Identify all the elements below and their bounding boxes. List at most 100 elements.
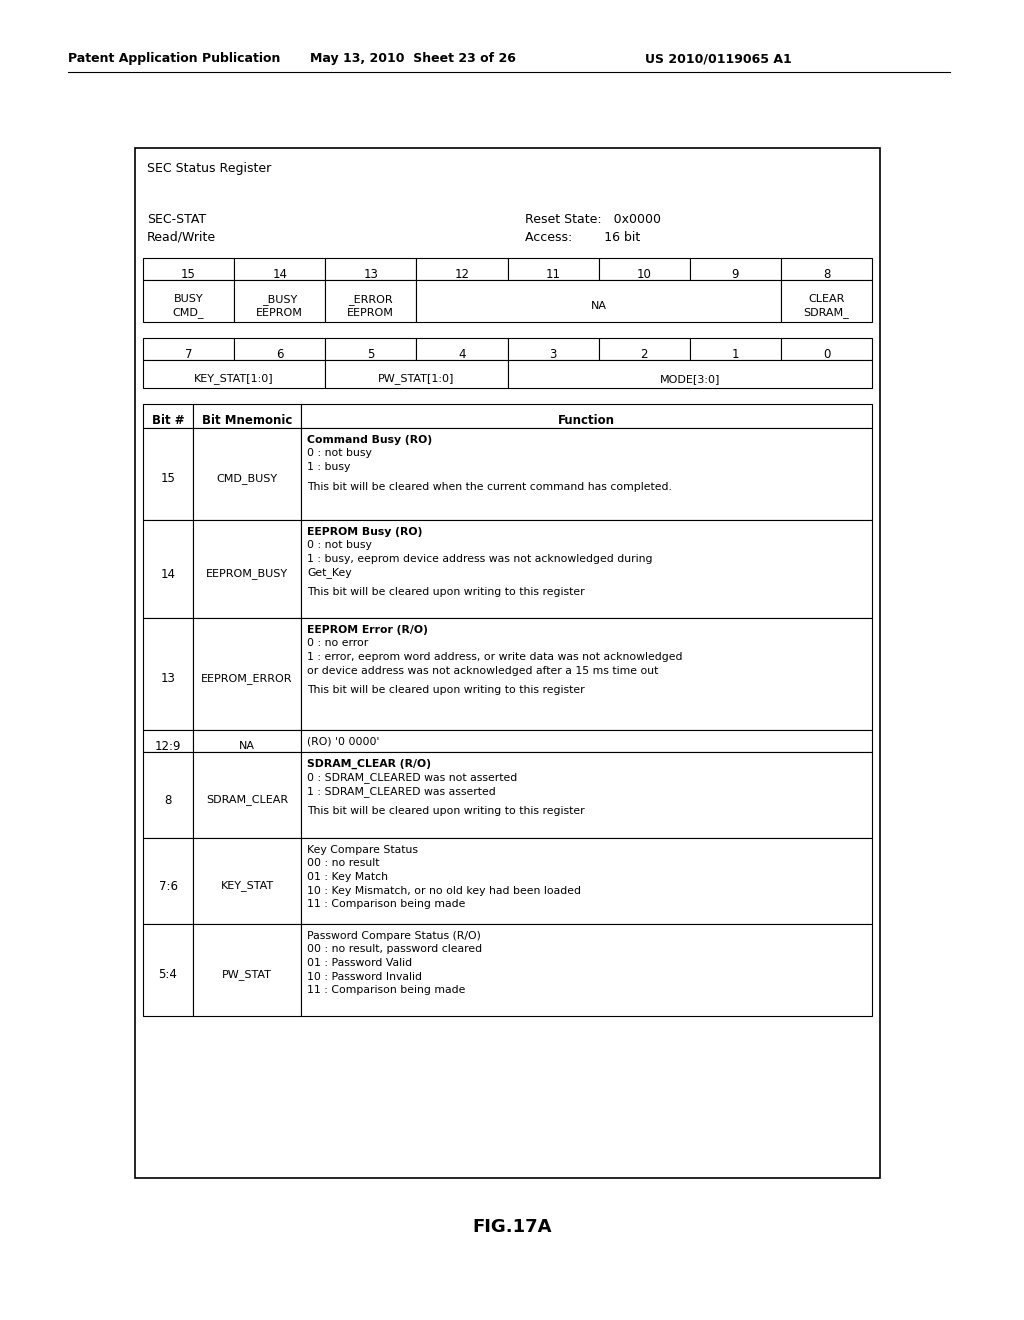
Bar bbox=[234, 338, 326, 360]
Bar bbox=[326, 280, 417, 322]
Bar bbox=[193, 924, 301, 1016]
Text: 11: 11 bbox=[546, 268, 560, 281]
Text: US 2010/0119065 A1: US 2010/0119065 A1 bbox=[645, 51, 792, 65]
Bar bbox=[781, 280, 872, 322]
Text: 1: 1 bbox=[731, 347, 739, 360]
Text: May 13, 2010  Sheet 23 of 26: May 13, 2010 Sheet 23 of 26 bbox=[310, 51, 516, 65]
Bar bbox=[326, 257, 417, 280]
Bar bbox=[508, 360, 872, 388]
Bar bbox=[193, 838, 301, 924]
Bar bbox=[508, 257, 599, 280]
Bar bbox=[193, 404, 301, 428]
Bar bbox=[143, 520, 193, 618]
Text: 13: 13 bbox=[364, 268, 378, 281]
Text: 14: 14 bbox=[161, 568, 175, 581]
Bar bbox=[417, 280, 781, 322]
Bar bbox=[143, 360, 326, 388]
Text: SDRAM_CLEAR (R/O): SDRAM_CLEAR (R/O) bbox=[307, 759, 431, 770]
Text: 4: 4 bbox=[458, 347, 466, 360]
Text: 0 : not busy: 0 : not busy bbox=[307, 540, 372, 550]
Text: FIG.17A: FIG.17A bbox=[472, 1218, 552, 1236]
Bar bbox=[135, 148, 880, 1177]
Text: 11 : Comparison being made: 11 : Comparison being made bbox=[307, 899, 465, 909]
Text: This bit will be cleared upon writing to this register: This bit will be cleared upon writing to… bbox=[307, 587, 585, 597]
Text: (RO) '0 0000': (RO) '0 0000' bbox=[307, 737, 379, 747]
Text: Bit Mnemonic: Bit Mnemonic bbox=[202, 414, 292, 428]
Text: _ERROR: _ERROR bbox=[348, 294, 393, 305]
Text: BUSY: BUSY bbox=[174, 294, 204, 305]
Text: EEPROM: EEPROM bbox=[347, 308, 394, 318]
Text: 5: 5 bbox=[368, 347, 375, 360]
Bar bbox=[143, 838, 193, 924]
Text: SDRAM_CLEAR: SDRAM_CLEAR bbox=[206, 795, 288, 805]
Text: NA: NA bbox=[239, 741, 255, 751]
Bar bbox=[143, 428, 193, 520]
Bar bbox=[326, 360, 508, 388]
Text: EEPROM: EEPROM bbox=[256, 308, 303, 318]
Bar bbox=[301, 520, 872, 618]
Text: 15: 15 bbox=[181, 268, 196, 281]
Text: 1 : busy: 1 : busy bbox=[307, 462, 350, 473]
Text: 11 : Comparison being made: 11 : Comparison being made bbox=[307, 985, 465, 995]
Text: Function: Function bbox=[558, 414, 615, 428]
Bar bbox=[690, 257, 781, 280]
Text: _BUSY: _BUSY bbox=[262, 294, 297, 305]
Bar bbox=[781, 257, 872, 280]
Text: 1 : error, eeprom word address, or write data was not acknowledged: 1 : error, eeprom word address, or write… bbox=[307, 652, 683, 663]
Bar bbox=[143, 280, 234, 322]
Text: This bit will be cleared upon writing to this register: This bit will be cleared upon writing to… bbox=[307, 685, 585, 696]
Text: CMD_: CMD_ bbox=[173, 308, 205, 318]
Bar bbox=[143, 924, 193, 1016]
Text: 7:6: 7:6 bbox=[159, 879, 177, 892]
Text: EEPROM Busy (RO): EEPROM Busy (RO) bbox=[307, 527, 422, 537]
Text: PW_STAT[1:0]: PW_STAT[1:0] bbox=[378, 374, 455, 384]
Bar bbox=[143, 257, 234, 280]
Text: 1 : SDRAM_CLEARED was asserted: 1 : SDRAM_CLEARED was asserted bbox=[307, 785, 496, 797]
Text: 10 : Key Mismatch, or no old key had been loaded: 10 : Key Mismatch, or no old key had bee… bbox=[307, 886, 581, 895]
Text: 6: 6 bbox=[275, 347, 284, 360]
Text: 15: 15 bbox=[161, 473, 175, 486]
Bar bbox=[143, 752, 193, 838]
Bar bbox=[193, 520, 301, 618]
Bar bbox=[143, 618, 193, 730]
Text: Bit #: Bit # bbox=[152, 414, 184, 428]
Bar bbox=[301, 404, 872, 428]
Bar bbox=[508, 338, 599, 360]
Text: 12: 12 bbox=[455, 268, 469, 281]
Bar bbox=[301, 618, 872, 730]
Text: Get_Key: Get_Key bbox=[307, 568, 351, 578]
Text: 0 : not busy: 0 : not busy bbox=[307, 449, 372, 458]
Bar bbox=[143, 338, 234, 360]
Bar bbox=[193, 428, 301, 520]
Text: 10: 10 bbox=[637, 268, 651, 281]
Text: 9: 9 bbox=[731, 268, 739, 281]
Bar bbox=[193, 730, 301, 752]
Bar bbox=[599, 338, 690, 360]
Bar bbox=[301, 838, 872, 924]
Text: EEPROM_ERROR: EEPROM_ERROR bbox=[202, 673, 293, 685]
Text: Command Busy (RO): Command Busy (RO) bbox=[307, 436, 432, 445]
Text: 2: 2 bbox=[640, 347, 648, 360]
Text: NA: NA bbox=[591, 301, 606, 312]
Text: CLEAR: CLEAR bbox=[808, 294, 845, 305]
Text: 00 : no result: 00 : no result bbox=[307, 858, 380, 869]
Bar bbox=[301, 730, 872, 752]
Text: 0 : SDRAM_CLEARED was not asserted: 0 : SDRAM_CLEARED was not asserted bbox=[307, 772, 517, 783]
Text: or device address was not acknowledged after a 15 ms time out: or device address was not acknowledged a… bbox=[307, 665, 658, 676]
Text: This bit will be cleared upon writing to this register: This bit will be cleared upon writing to… bbox=[307, 805, 585, 816]
Bar bbox=[193, 752, 301, 838]
Text: Patent Application Publication: Patent Application Publication bbox=[68, 51, 281, 65]
Text: 10 : Password Invalid: 10 : Password Invalid bbox=[307, 972, 422, 982]
Text: SEC-STAT: SEC-STAT bbox=[147, 213, 206, 226]
Text: KEY_STAT: KEY_STAT bbox=[220, 880, 273, 891]
Text: 5:4: 5:4 bbox=[159, 969, 177, 982]
Text: 1 : busy, eeprom device address was not acknowledged during: 1 : busy, eeprom device address was not … bbox=[307, 554, 652, 564]
Text: PW_STAT: PW_STAT bbox=[222, 970, 272, 981]
Bar bbox=[234, 257, 326, 280]
Bar bbox=[326, 338, 417, 360]
Text: 14: 14 bbox=[272, 268, 287, 281]
Bar bbox=[781, 338, 872, 360]
Text: 0 : no error: 0 : no error bbox=[307, 639, 369, 648]
Bar bbox=[690, 338, 781, 360]
Bar bbox=[301, 924, 872, 1016]
